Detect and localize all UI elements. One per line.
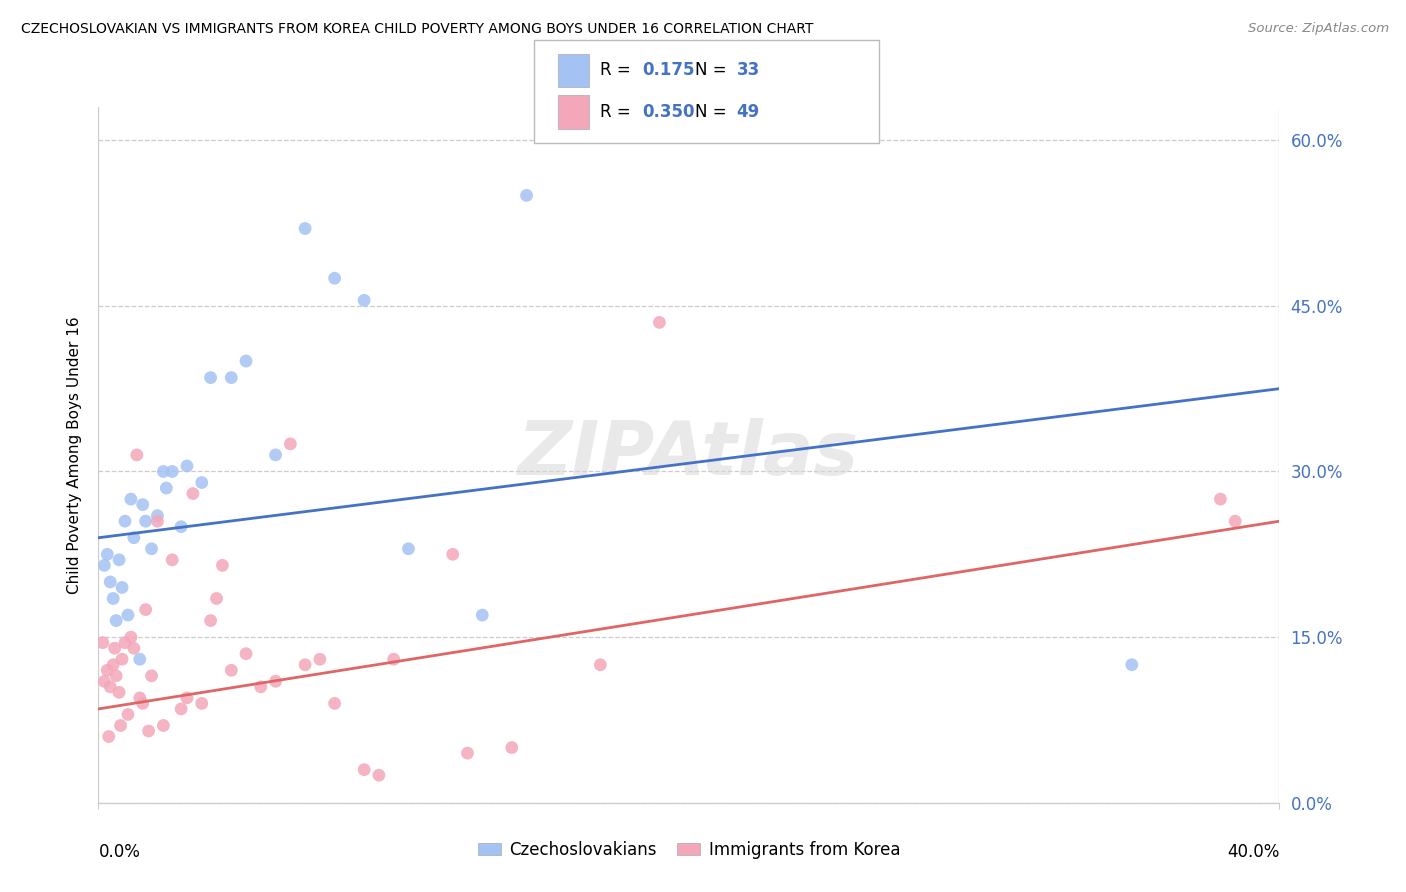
Point: [235, 354, 257, 368]
Point: [132, 498, 155, 512]
Point: [323, 697, 346, 711]
Text: 40.0%: 40.0%: [1227, 843, 1279, 861]
Point: [382, 652, 405, 666]
Point: [141, 669, 163, 683]
Text: CZECHOSLOVAKIAN VS IMMIGRANTS FROM KOREA CHILD POVERTY AMONG BOYS UNDER 16 CORRE: CZECHOSLOVAKIAN VS IMMIGRANTS FROM KOREA…: [21, 22, 814, 37]
Point: [120, 492, 142, 507]
Point: [105, 614, 128, 628]
Point: [294, 657, 316, 672]
Point: [368, 768, 391, 782]
Point: [96, 547, 118, 561]
Point: [176, 690, 198, 705]
Point: [98, 680, 121, 694]
Point: [191, 475, 214, 490]
Point: [200, 370, 222, 384]
Point: [108, 553, 131, 567]
Text: ZIPAtlas: ZIPAtlas: [519, 418, 859, 491]
Text: R =: R =: [600, 103, 637, 121]
Point: [125, 448, 148, 462]
Point: [176, 458, 198, 473]
Point: [111, 652, 134, 666]
Point: [122, 641, 145, 656]
Point: [128, 690, 150, 705]
Point: [138, 724, 160, 739]
Point: [309, 652, 332, 666]
Text: N =: N =: [695, 62, 731, 79]
Point: [98, 574, 121, 589]
Point: [105, 669, 128, 683]
Point: [135, 514, 157, 528]
Text: 33: 33: [737, 62, 761, 79]
Point: [117, 608, 139, 623]
Point: [104, 641, 127, 656]
Point: [146, 508, 169, 523]
Point: [93, 674, 115, 689]
Point: [456, 746, 478, 760]
Point: [181, 486, 204, 500]
Point: [191, 697, 214, 711]
Point: [471, 608, 494, 623]
Point: [205, 591, 228, 606]
Point: [1209, 492, 1232, 507]
Text: 0.0%: 0.0%: [98, 843, 141, 861]
Point: [91, 635, 114, 649]
Point: [122, 531, 145, 545]
Point: [162, 553, 183, 567]
Point: [353, 293, 375, 308]
Point: [221, 370, 243, 384]
Text: 49: 49: [737, 103, 761, 121]
Point: [93, 558, 115, 573]
Text: R =: R =: [600, 62, 637, 79]
Point: [114, 635, 136, 649]
Point: [396, 541, 419, 556]
Point: [589, 657, 612, 672]
Text: N =: N =: [695, 103, 731, 121]
Point: [96, 663, 118, 677]
Point: [294, 221, 316, 235]
Point: [648, 315, 671, 329]
Point: [323, 271, 346, 285]
Point: [162, 465, 183, 479]
Point: [221, 663, 243, 677]
Point: [441, 547, 464, 561]
Point: [114, 514, 136, 528]
Point: [1223, 514, 1246, 528]
Point: [170, 702, 193, 716]
Point: [1121, 657, 1143, 672]
Text: Source: ZipAtlas.com: Source: ZipAtlas.com: [1249, 22, 1389, 36]
Point: [516, 188, 538, 202]
Point: [117, 707, 139, 722]
Point: [146, 514, 169, 528]
Point: [264, 448, 287, 462]
Point: [132, 697, 155, 711]
Point: [501, 740, 523, 755]
Point: [103, 591, 125, 606]
Point: [353, 763, 375, 777]
Point: [135, 602, 157, 616]
Point: [120, 630, 142, 644]
Point: [155, 481, 177, 495]
Point: [264, 674, 287, 689]
Y-axis label: Child Poverty Among Boys Under 16: Child Poverty Among Boys Under 16: [67, 316, 83, 594]
Point: [152, 718, 174, 732]
Text: 0.175: 0.175: [643, 62, 695, 79]
Point: [108, 685, 131, 699]
Point: [128, 652, 150, 666]
Text: 0.350: 0.350: [643, 103, 695, 121]
Point: [250, 680, 273, 694]
Point: [278, 437, 302, 451]
Point: [141, 541, 163, 556]
Legend: Czechoslovakians, Immigrants from Korea: Czechoslovakians, Immigrants from Korea: [471, 835, 907, 866]
Point: [170, 519, 193, 533]
Point: [111, 581, 134, 595]
Point: [152, 465, 174, 479]
Point: [97, 730, 120, 744]
Point: [200, 614, 222, 628]
Point: [235, 647, 257, 661]
Point: [211, 558, 233, 573]
Point: [110, 718, 132, 732]
Point: [103, 657, 125, 672]
